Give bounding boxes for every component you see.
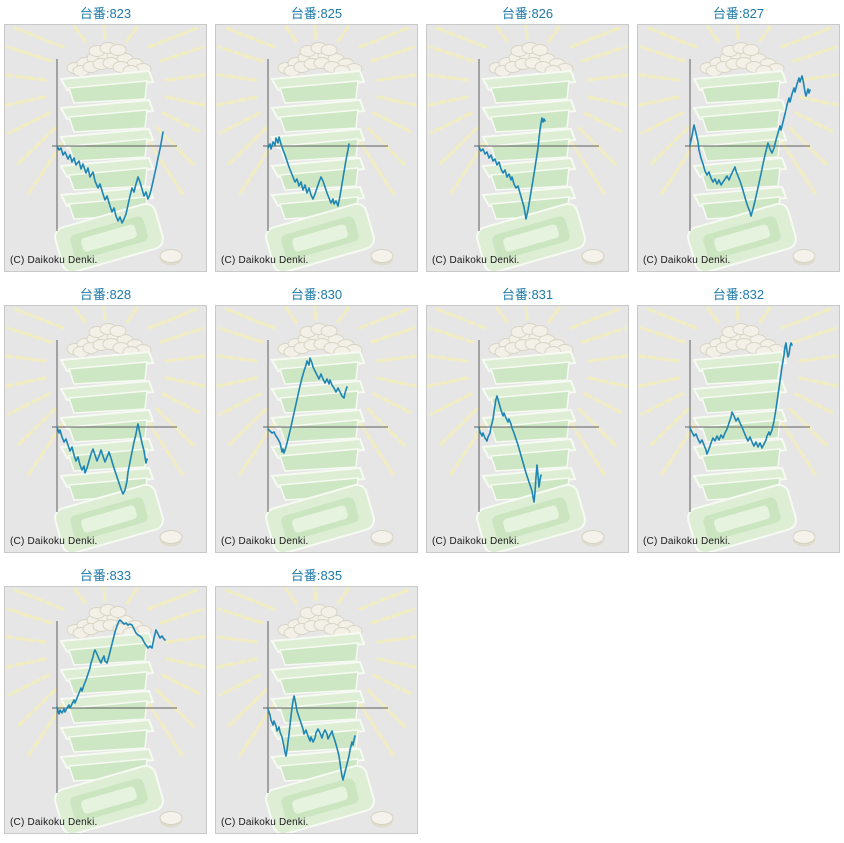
machine-chart-cell: 台番:832 (C) Daikoku Denki. [633, 281, 844, 562]
machine-title[interactable]: 台番:825 [290, 6, 343, 21]
machine-chart-cell: 台番:830 (C) Daikoku Denki. [211, 281, 422, 562]
machine-chart-cell: 台番:831 (C) Daikoku Denki. [422, 281, 633, 562]
payout-line [267, 695, 356, 781]
slump-graph [638, 25, 839, 271]
payout-line [267, 357, 348, 454]
copyright: (C) Daikoku Denki. [432, 255, 520, 266]
copyright: (C) Daikoku Denki. [10, 255, 98, 266]
copyright: (C) Daikoku Denki. [10, 536, 98, 547]
slump-graph [427, 306, 628, 552]
machine-title[interactable]: 台番:832 [712, 287, 765, 302]
chart-frame: (C) Daikoku Denki. [637, 305, 840, 553]
machine-title[interactable]: 台番:831 [501, 287, 554, 302]
machine-chart-cell: 台番:835 (C) Daikoku Denki. [211, 562, 422, 843]
machine-title[interactable]: 台番:828 [79, 287, 132, 302]
machine-chart-cell: 台番:828 (C) Daikoku Denki. [0, 281, 211, 562]
slump-graph [638, 306, 839, 552]
payout-line [478, 395, 542, 503]
chart-frame: (C) Daikoku Denki. [215, 305, 418, 553]
machine-chart-cell: 台番:827 (C) Daikoku Denki. [633, 0, 844, 281]
slump-graph [5, 25, 206, 271]
slump-graph [5, 306, 206, 552]
machine-chart-cell: 台番:825 (C) Daikoku Denki. [211, 0, 422, 281]
copyright: (C) Daikoku Denki. [221, 817, 309, 828]
machine-title[interactable]: 台番:823 [79, 6, 132, 21]
chart-frame: (C) Daikoku Denki. [4, 305, 207, 553]
slump-graph [216, 306, 417, 552]
chart-frame: (C) Daikoku Denki. [426, 305, 629, 553]
chart-frame: (C) Daikoku Denki. [215, 24, 418, 272]
payout-line [267, 136, 350, 207]
machine-chart-cell: 台番:833 (C) Daikoku Denki. [0, 562, 211, 843]
payout-line [56, 131, 164, 224]
copyright: (C) Daikoku Denki. [221, 536, 309, 547]
slump-graph [5, 587, 206, 833]
payout-line [478, 117, 546, 220]
copyright: (C) Daikoku Denki. [643, 536, 731, 547]
payout-line [689, 342, 793, 455]
chart-frame: (C) Daikoku Denki. [4, 586, 207, 834]
chart-frame: (C) Daikoku Denki. [4, 24, 207, 272]
machine-title[interactable]: 台番:833 [79, 568, 132, 583]
machine-title[interactable]: 台番:827 [712, 6, 765, 21]
slump-graph [427, 25, 628, 271]
copyright: (C) Daikoku Denki. [221, 255, 309, 266]
chart-frame: (C) Daikoku Denki. [637, 24, 840, 272]
slump-graph [216, 25, 417, 271]
machine-chart-cell: 台番:823 (C) Daikoku Denki. [0, 0, 211, 281]
copyright: (C) Daikoku Denki. [10, 817, 98, 828]
payout-line [56, 423, 148, 495]
chart-frame: (C) Daikoku Denki. [215, 586, 418, 834]
machine-title[interactable]: 台番:826 [501, 6, 554, 21]
copyright: (C) Daikoku Denki. [643, 255, 731, 266]
machine-title[interactable]: 台番:835 [290, 568, 343, 583]
copyright: (C) Daikoku Denki. [432, 536, 520, 547]
chart-frame: (C) Daikoku Denki. [426, 24, 629, 272]
machine-title[interactable]: 台番:830 [290, 287, 343, 302]
payout-line [689, 75, 811, 217]
machine-chart-cell: 台番:826 (C) Daikoku Denki. [422, 0, 633, 281]
slump-graph [216, 587, 417, 833]
payout-line [56, 619, 166, 715]
